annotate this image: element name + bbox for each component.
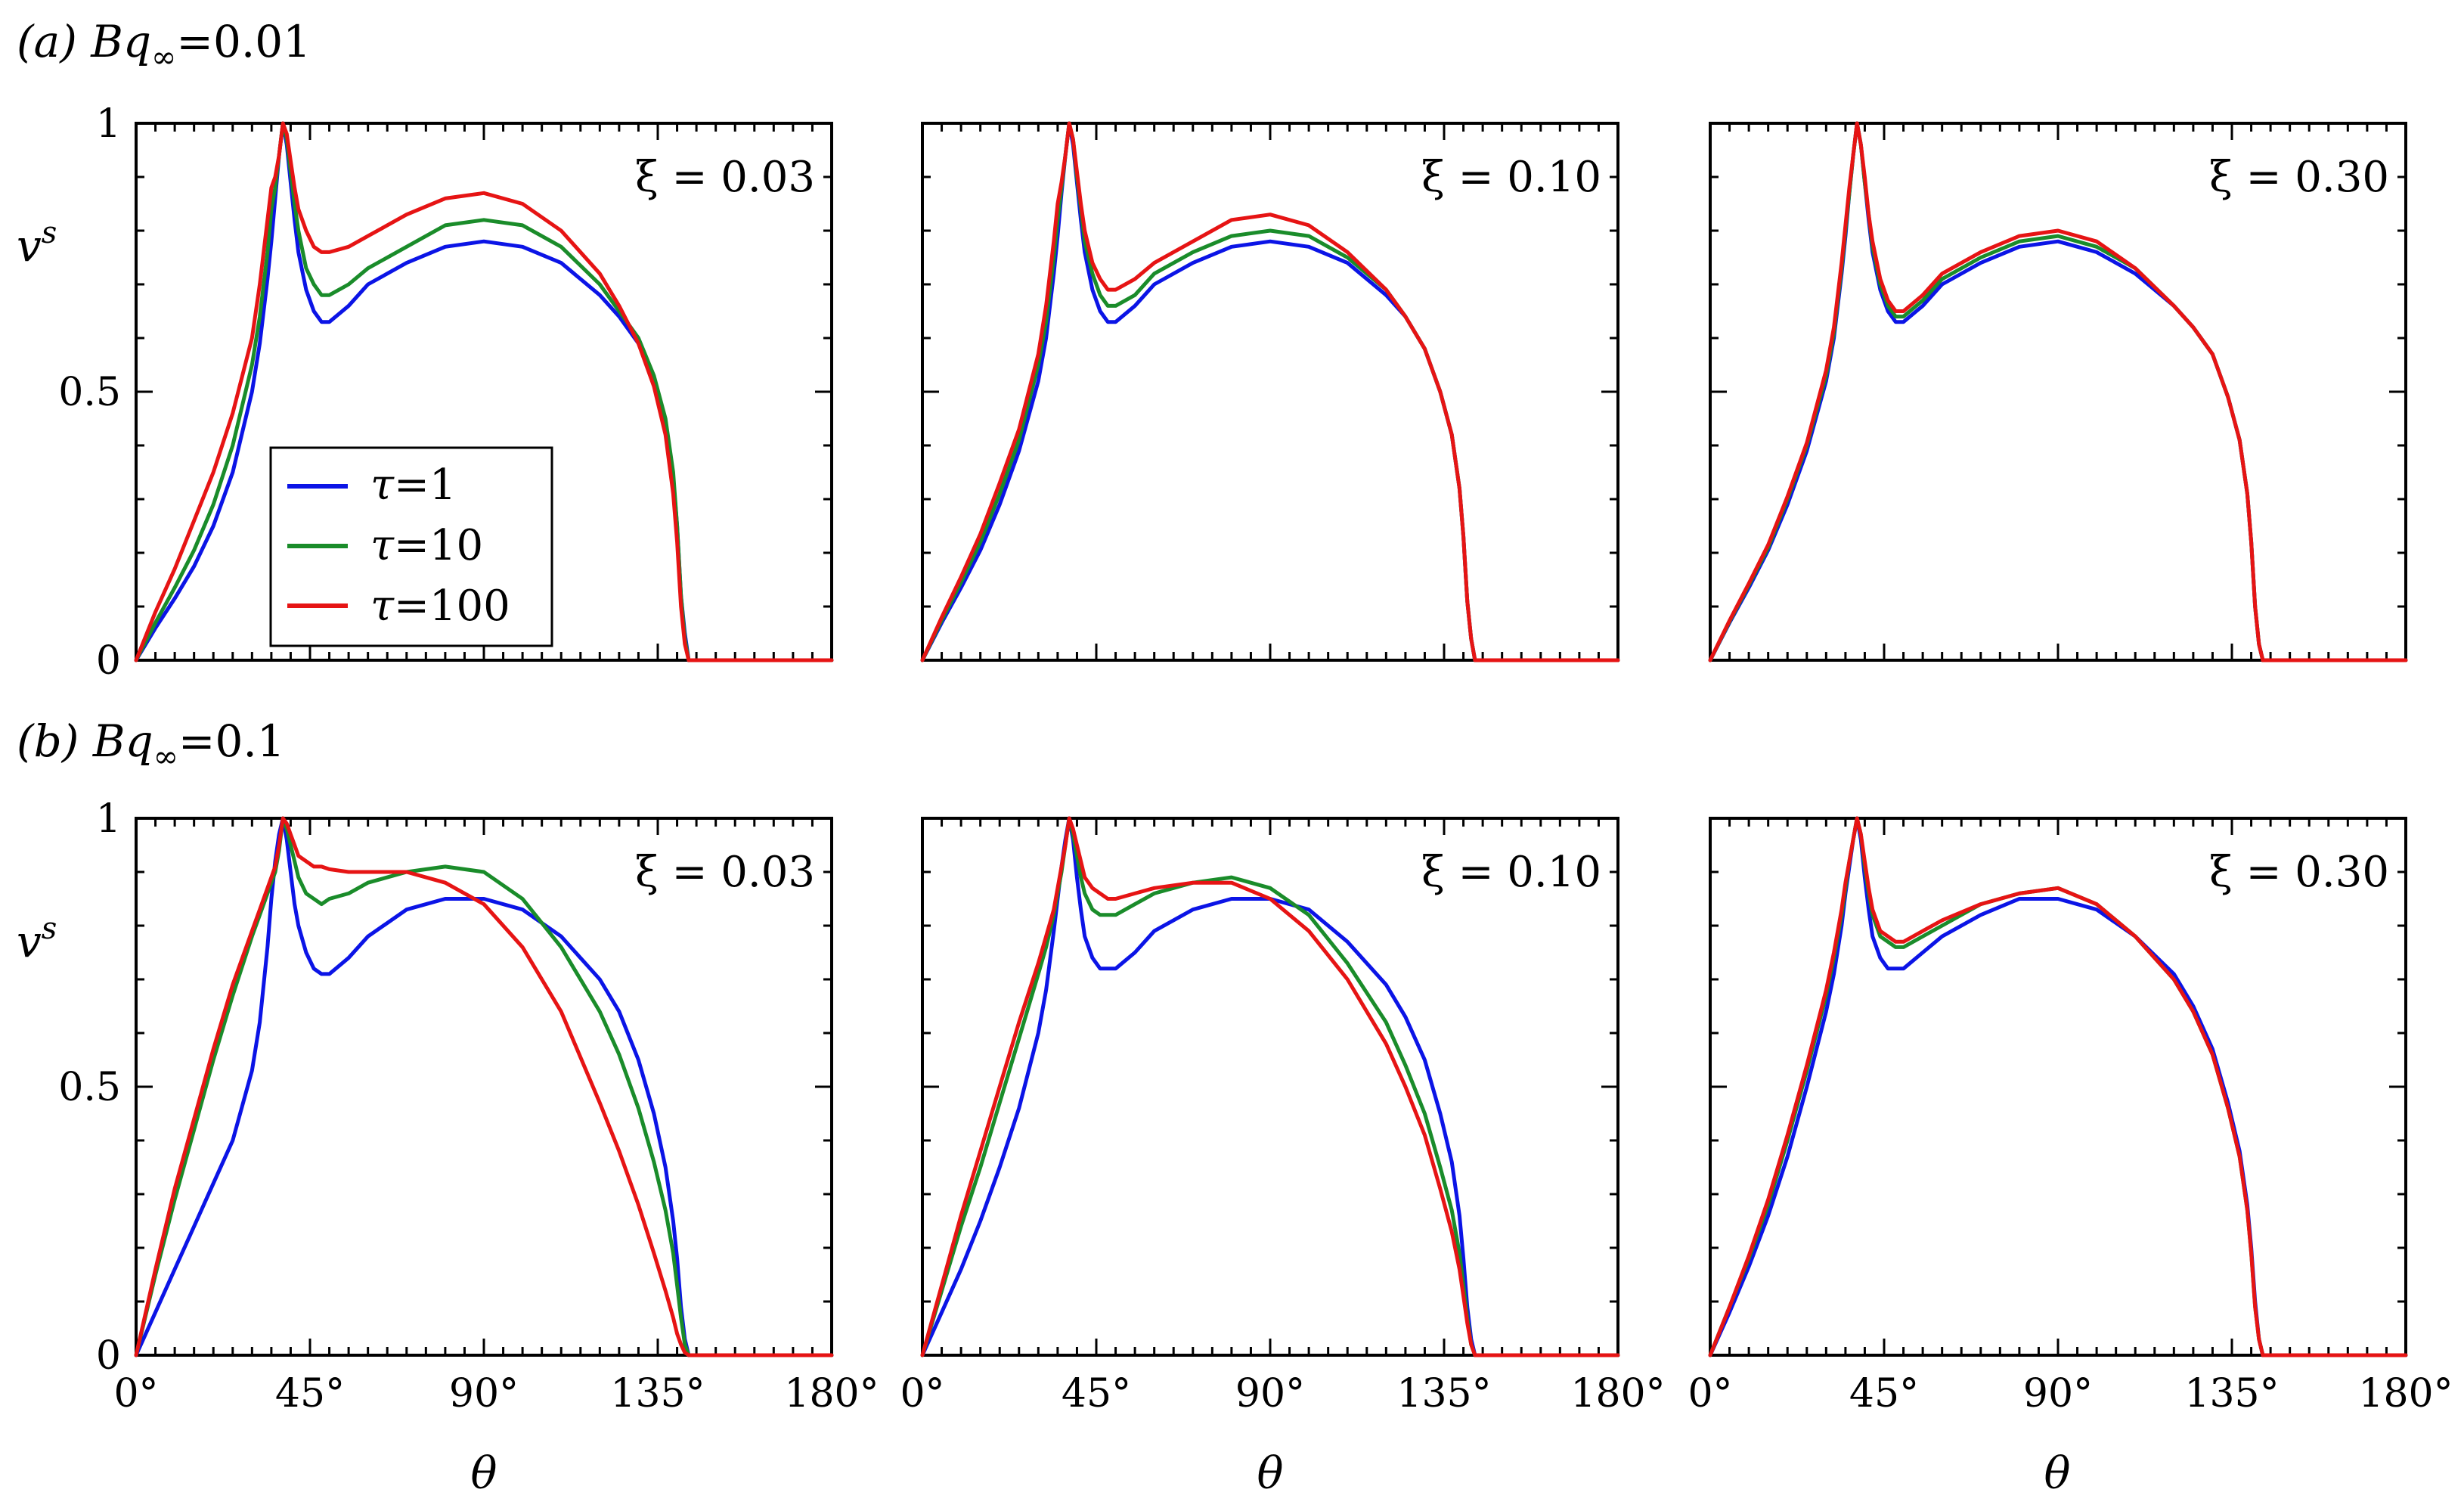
x-tick-label: 90° [1235,1371,1305,1416]
panel-r1c2: 0° 45° 90° 135° 180° ξ = 0.30 [1688,816,2453,1416]
legend-label-tau-1: τ=1 [370,461,457,510]
x-tick-label: 180° [784,1371,879,1416]
xi-annotation: ξ = 0.03 [635,848,815,897]
y-tick-label: 0 [96,1333,121,1379]
x-tick-label: 90° [2023,1371,2093,1416]
x-tick-label: 135° [1396,1371,1491,1416]
series-line-tautau1 [134,816,834,1357]
legend-label-tau-10: τ=10 [370,521,483,570]
y-tick-label: 0.5 [58,370,121,415]
series-line-tautau100 [1708,121,2408,662]
legend-label-tau-100: τ=100 [370,582,510,631]
y-axis-label-bottom: vs [17,911,57,967]
x-tick-label: 180° [1570,1371,1665,1416]
x-tick-label: 0° [900,1371,944,1416]
x-tick-label: 135° [610,1371,705,1416]
y-tick-label: 1 [96,796,121,842]
x-axis-label-col1: θ [471,1447,497,1499]
x-tick-label: 0° [1688,1371,1732,1416]
x-axis-label-col3: θ [2044,1447,2071,1499]
panels: 0 0.5 1 ξ = 0.03 ξ = 0.10 ξ = 0.30 0 0.5 1 0° 45° 9… [58,101,2453,1416]
panel-r0c2: ξ = 0.30 [1708,121,2408,662]
panel-r0c0: 0 0.5 1 ξ = 0.03 [58,101,834,684]
x-tick-label: 90° [449,1371,519,1416]
x-tick-label: 45° [1849,1371,1919,1416]
row-label-b: (b) Bq∞=0.1 [17,715,285,774]
y-tick-label: 0 [96,638,121,684]
xi-annotation: ξ = 0.30 [2209,848,2389,897]
y-tick-label: 1 [96,101,121,147]
xi-annotation: ξ = 0.30 [2209,153,2389,202]
series-line-tautau1 [920,816,1620,1357]
series-line-tautau100 [134,816,834,1357]
xi-annotation: ξ = 0.10 [1421,153,1601,202]
xi-annotation: ξ = 0.10 [1421,848,1601,897]
x-axis-label-col2: θ [1257,1447,1284,1499]
x-tick-label: 45° [275,1371,345,1416]
x-tick-label: 135° [2184,1371,2279,1416]
panel-r1c0: 0 0.5 1 0° 45° 90° 135° 180° ξ = 0.03 [58,796,879,1416]
panel-r1c1: 0° 45° 90° 135° 180° ξ = 0.10 [900,816,1666,1416]
x-tick-label: 0° [113,1371,158,1416]
series-line-tautau100 [920,121,1620,662]
y-tick-label: 0.5 [58,1065,121,1110]
x-tick-label: 180° [2358,1371,2453,1416]
x-tick-label: 45° [1062,1371,1131,1416]
series-line-tautau100 [920,816,1620,1357]
series-line-tautau100 [1708,816,2408,1357]
xi-annotation: ξ = 0.03 [635,153,815,202]
legend: τ=1 τ=10 τ=100 [269,446,553,647]
panel-r0c1: ξ = 0.10 [920,121,1620,662]
series-line-tautau100 [134,121,834,662]
row-label-a: (a) Bq∞=0.01 [17,16,311,75]
y-axis-label-top: vs [17,216,57,271]
